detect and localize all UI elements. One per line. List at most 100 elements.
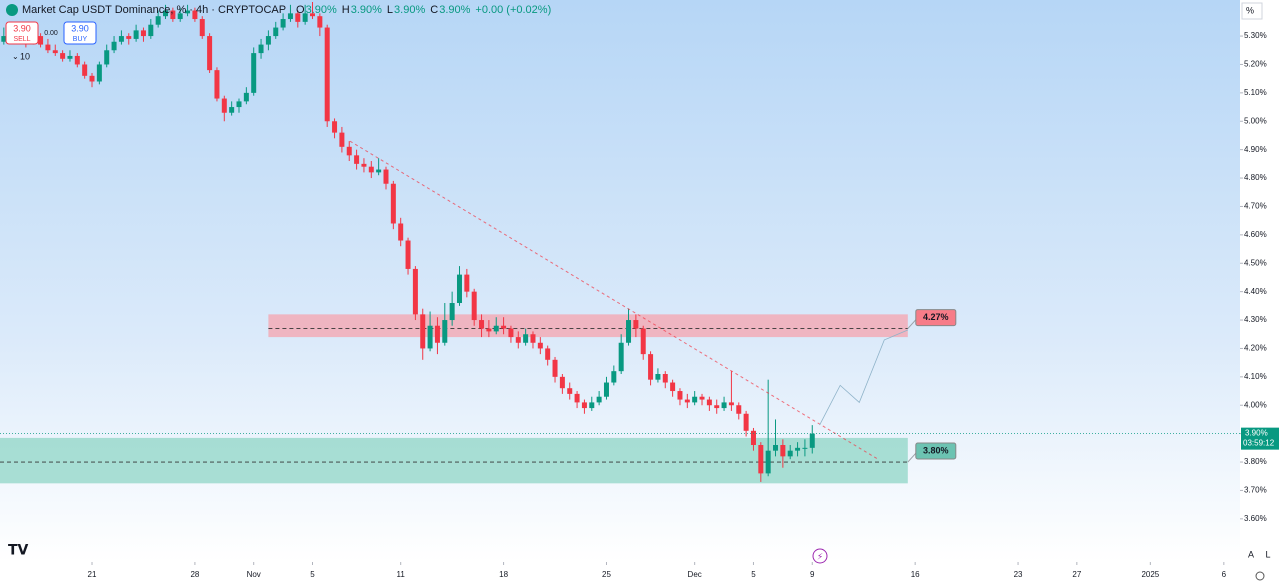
quantity-caret[interactable]: ⌄ (12, 52, 19, 61)
candle-body (434, 325, 440, 343)
candle-body (111, 41, 117, 51)
candle-body (773, 444, 779, 451)
candle-body (170, 10, 176, 20)
y-tick-label: 4.50% (1244, 258, 1267, 267)
zone-label: 4.27% (923, 312, 949, 322)
candle-body (82, 64, 88, 76)
readout-label: C (430, 4, 438, 16)
x-tick-label: 6 (1222, 570, 1227, 579)
candle-body (633, 320, 639, 329)
candle-body (273, 27, 279, 37)
candle-body (52, 50, 58, 54)
candle-body (126, 36, 132, 39)
candle-body (596, 396, 602, 403)
candle-body (60, 53, 66, 59)
y-tick-label: 4.30% (1244, 315, 1267, 324)
zone-label-box (915, 309, 957, 327)
candle-body (442, 320, 448, 343)
candle-body (1, 36, 7, 42)
zone-label-box (915, 442, 957, 460)
y-unit: % (1246, 5, 1254, 15)
candle-body (795, 447, 801, 451)
candle-body (626, 320, 632, 343)
candle-body (368, 166, 374, 173)
candle-body (537, 342, 543, 349)
x-tick-label: 5 (310, 570, 315, 579)
readout-value: 3.90% (306, 4, 337, 16)
candle-body (207, 36, 213, 71)
candle-body (809, 433, 815, 448)
candle-body (96, 64, 102, 82)
y-tick-label: 4.00% (1244, 400, 1267, 409)
unit-box[interactable] (1241, 2, 1263, 20)
candle-body (493, 325, 499, 332)
quantity[interactable]: 10 (20, 51, 30, 61)
x-tick-label: 25 (602, 570, 611, 579)
y-tick-label: 4.90% (1244, 145, 1267, 154)
y-tick-label: 5.30% (1244, 31, 1267, 40)
candle-body (589, 402, 595, 409)
candle-body (118, 36, 124, 42)
readout-change: +0.00 (+0.02%) (475, 4, 551, 16)
readout-value: 3.90% (351, 4, 382, 16)
candle-body (339, 132, 345, 147)
candle-body (383, 169, 389, 184)
candle-body (530, 334, 536, 343)
event-icon[interactable] (812, 548, 828, 564)
candle-body (199, 19, 205, 37)
candle-body (390, 183, 396, 224)
trendline (349, 140, 879, 460)
candle-body (515, 337, 521, 343)
candle-body (302, 13, 308, 22)
candle-body (258, 44, 264, 54)
candle-body (236, 101, 242, 108)
x-tick-label: 16 (911, 570, 920, 579)
spread: 0.00 (44, 30, 58, 37)
candle-body (464, 274, 470, 292)
zone (268, 314, 908, 338)
x-tick-label: Dec (688, 570, 702, 579)
y-tick-label: 5.00% (1244, 116, 1267, 125)
x-tick-label: 9 (810, 570, 815, 579)
candle-body (185, 10, 191, 14)
candle-body (67, 55, 73, 59)
y-tick-label: 5.20% (1244, 60, 1267, 69)
candle-body (736, 405, 742, 414)
readout-label: O (296, 4, 305, 16)
candle-body (655, 374, 661, 380)
candle-body (765, 450, 771, 474)
zone (0, 437, 908, 484)
readout-value: 3.90% (439, 4, 470, 16)
buy-button[interactable] (63, 21, 97, 45)
candle-body (648, 354, 654, 380)
x-tick-label: 23 (1014, 570, 1023, 579)
x-tick-label: 2025 (1141, 570, 1159, 579)
candle-body (148, 24, 154, 37)
settings-icon[interactable] (1255, 571, 1265, 581)
candle-body (155, 16, 161, 25)
candle-body (38, 36, 44, 45)
candle-body (89, 75, 95, 82)
candle-body (140, 30, 146, 37)
candle-body (332, 121, 338, 133)
candle-body (317, 16, 323, 28)
candle-body (405, 240, 411, 269)
symbol-title[interactable]: Market Cap USDT Dominance, % · 4h · CRYP… (22, 4, 286, 16)
candle-body (545, 348, 551, 360)
candle-body (787, 450, 793, 457)
event-icon-glyph[interactable]: ⚡ (817, 551, 823, 561)
log-scale-button[interactable]: L (1265, 549, 1270, 559)
y-tick-label: 3.80% (1244, 457, 1267, 466)
sell-button[interactable] (5, 21, 39, 45)
candle-body (133, 30, 139, 39)
candle-body (479, 320, 485, 329)
auto-scale-button[interactable]: A (1248, 549, 1254, 559)
sell-label: SELL (13, 36, 30, 43)
candle-body (670, 382, 676, 392)
candle-body (581, 402, 587, 409)
candle-body (354, 155, 360, 164)
candle-body (750, 430, 756, 445)
candle-body (324, 27, 330, 122)
candle-body (214, 70, 220, 99)
candle-body (714, 405, 720, 409)
